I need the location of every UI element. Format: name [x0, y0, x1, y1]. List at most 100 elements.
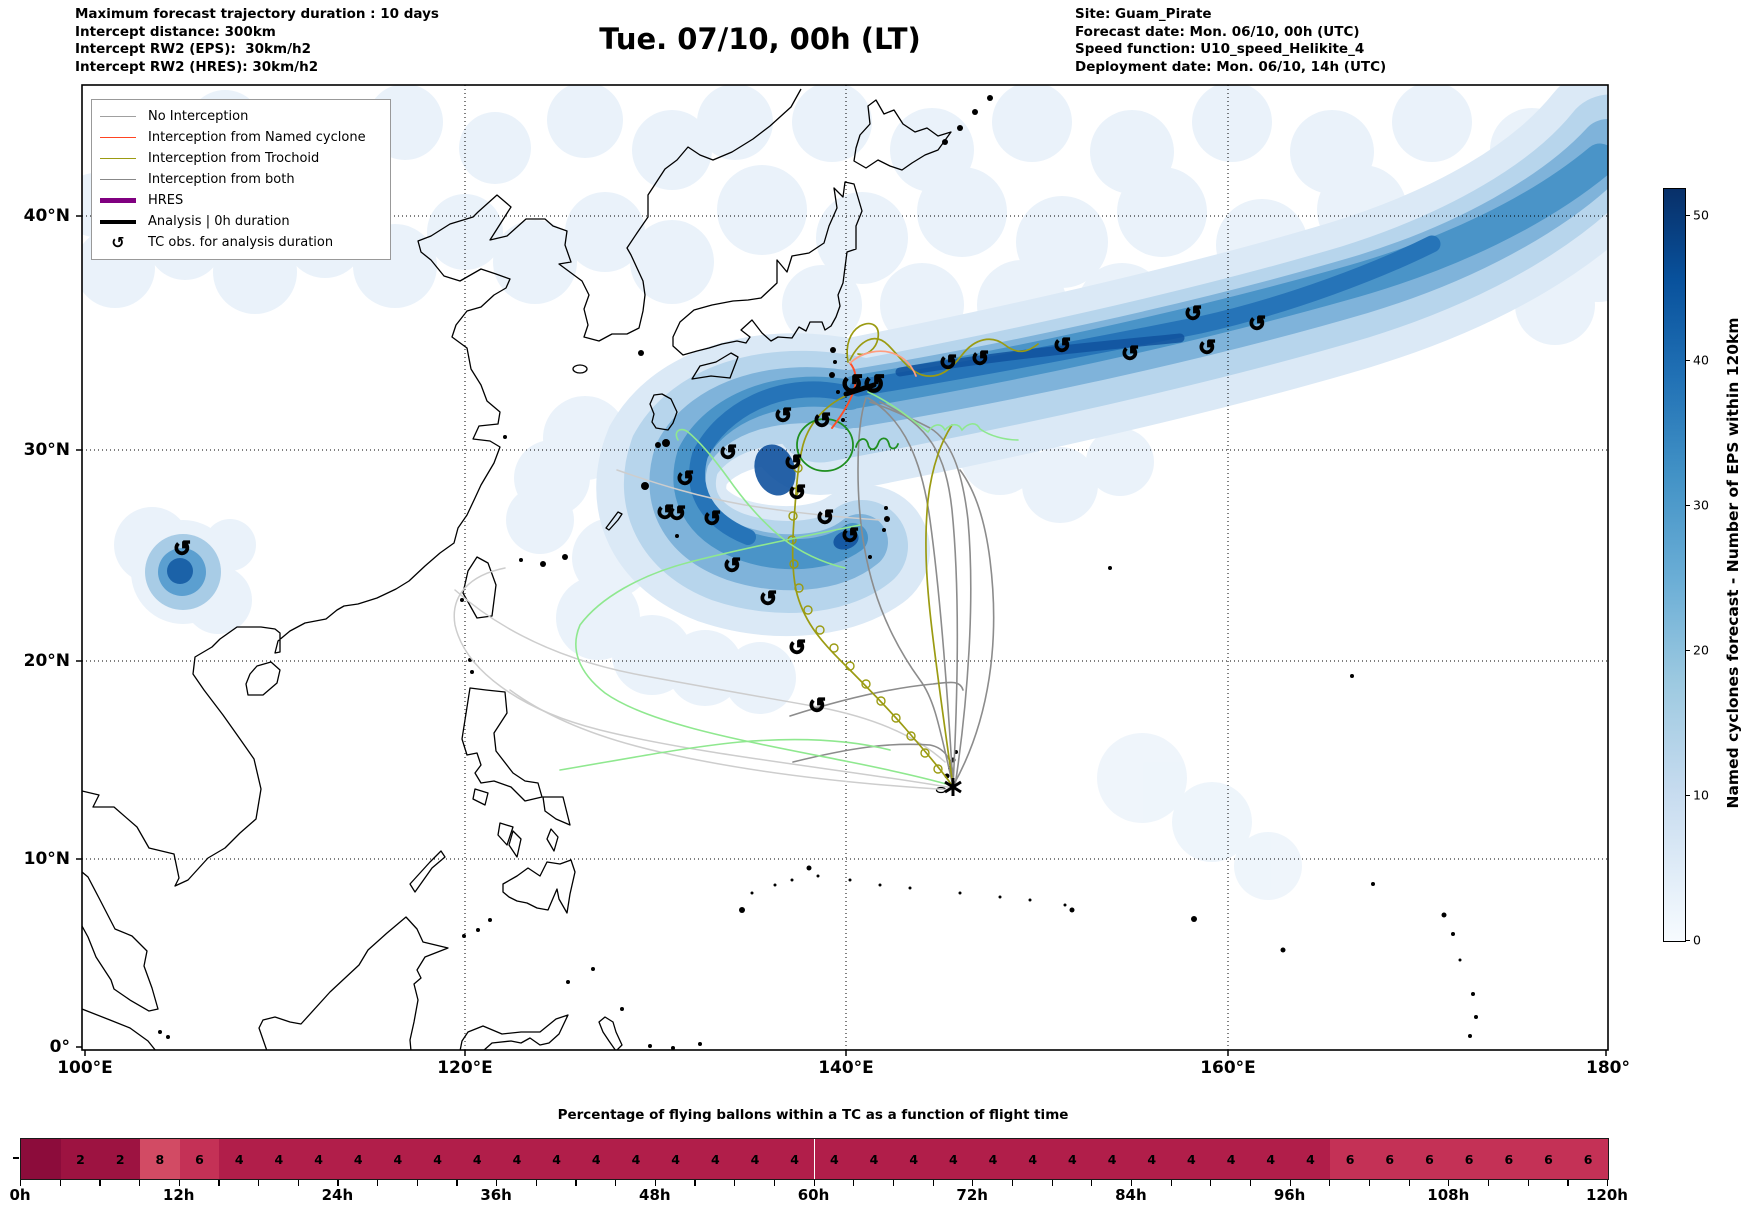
colorbar-tick	[1685, 504, 1690, 506]
tc-obs-marker: ↺	[676, 467, 694, 491]
timebar-tick	[178, 1180, 180, 1186]
timebar-hour-label: 108h	[1427, 1186, 1470, 1204]
timebar-tick	[972, 1180, 974, 1186]
trajectories-both	[559, 391, 1019, 786]
y-axis-tick-label: 0°	[49, 1037, 70, 1057]
x-axis-tick-label: 140°E	[818, 1058, 874, 1078]
timebar-cell: 4	[616, 1139, 656, 1179]
tc-obs-marker: ↺	[1184, 302, 1202, 326]
timebar-tick	[1329, 1180, 1331, 1186]
tc-obs-marker: ↺	[774, 404, 792, 428]
speed-function-line: Speed function: U10_speed_Helikite_4	[1075, 41, 1365, 57]
x-axis-tick-label: 180°	[1586, 1058, 1630, 1078]
timebar-tick	[258, 1180, 260, 1186]
timebar-cell: 2	[60, 1139, 101, 1179]
timebar-cell: 4	[933, 1139, 974, 1179]
timebar-cell: 4	[1092, 1139, 1132, 1179]
timebar-cell: 2	[100, 1139, 141, 1179]
timebar-tick	[1091, 1180, 1093, 1186]
timebar-tick	[297, 1180, 299, 1186]
timebar-hour-label: 60h	[797, 1186, 830, 1204]
colorbar-tick	[1685, 649, 1690, 651]
grid-lines	[82, 85, 1608, 1050]
timebar-tick	[1289, 1180, 1291, 1186]
timebar-tick	[99, 1180, 101, 1186]
timebar-hour-label: 12h	[162, 1186, 195, 1204]
colorbar-tick-value: 40	[1693, 352, 1709, 368]
tc-obs-marker: ↺	[668, 502, 686, 526]
legend-item-named-cyclone: Interception from Named cyclone	[100, 127, 382, 148]
timebar-title: Percentage of flying ballons within a TC…	[557, 1107, 1069, 1123]
olive-line-swatch	[100, 158, 136, 159]
timebar-cell: 4	[417, 1139, 458, 1179]
colorbar-tick	[1685, 939, 1690, 941]
header-left-block: Maximum forecast trajectory duration : 1…	[75, 6, 439, 76]
colorbar-tick	[1685, 359, 1690, 361]
timebar-cell: 4	[655, 1139, 696, 1179]
tc-obs-marker: ↺	[173, 537, 191, 561]
timebar-tick	[1170, 1180, 1172, 1186]
timebar-cell: 4	[536, 1139, 577, 1179]
orange-line-swatch	[100, 137, 136, 138]
colorbar-tick-value: 30	[1693, 497, 1709, 513]
timebar-tick	[1249, 1180, 1252, 1186]
timebar-tick	[59, 1180, 61, 1186]
timebar-cell: 4	[298, 1139, 339, 1179]
timebar-cell: 4	[854, 1139, 894, 1179]
timebar-cell: 4	[338, 1139, 379, 1179]
timebar-tick	[1527, 1180, 1529, 1186]
deployment-star-marker	[944, 778, 962, 796]
eps-density-field	[82, 85, 1608, 900]
y-axis-tick-label: 10°N	[23, 849, 70, 869]
intercept-rw2-hres-line: Intercept RW2 (HRES): 30km/h2	[75, 58, 319, 75]
timebar-cell: 4	[814, 1139, 855, 1179]
tc-obs-marker: ↺	[723, 554, 741, 578]
colorbar-label: Named cyclones forecast - Number of EPS …	[1724, 317, 1742, 809]
timebar-cell: 4	[1171, 1139, 1212, 1179]
timebar-cell: 4	[259, 1139, 299, 1179]
timebar-hour-label: 36h	[480, 1186, 512, 1204]
legend-item-no-interception: No Interception	[100, 106, 382, 127]
map-frame	[81, 84, 1609, 1051]
timebar-cell: 6	[1330, 1139, 1370, 1179]
timebar-cell: 6	[1449, 1139, 1489, 1179]
timebar-tick	[496, 1180, 498, 1186]
timebar-tick	[654, 1180, 656, 1186]
cyclone-icon: ↺	[111, 233, 125, 252]
timebar-tick	[139, 1180, 141, 1186]
y-axis-tick-label: 40°N	[23, 206, 70, 226]
timebar-hour-label: 48h	[639, 1186, 671, 1204]
black-line-swatch	[100, 219, 136, 224]
timebar-tick	[615, 1180, 617, 1186]
legend-item-both: Interception from both	[100, 169, 382, 190]
max-duration-line: Maximum forecast trajectory duration : 1…	[75, 6, 439, 22]
y-axis-tick-label: 30°N	[23, 440, 70, 460]
deployment-date-line: Deployment date: Mon. 06/10, 14h (UTC)	[1075, 58, 1387, 75]
timebar-tick	[932, 1180, 934, 1186]
tc-obs-marker: ↺	[816, 506, 834, 530]
timebar-tick	[218, 1180, 220, 1186]
timebar-tick	[1368, 1180, 1371, 1186]
legend: No Interception Interception from Named …	[91, 99, 391, 260]
legend-item-trochoid: Interception from Trochoid	[100, 148, 382, 169]
timebar-tick	[575, 1180, 577, 1186]
timebar-tick	[813, 1180, 815, 1186]
timebar-cell: 4	[1250, 1139, 1291, 1179]
timebar-cell: 4	[576, 1139, 617, 1179]
timebar-cell: 4	[1012, 1139, 1053, 1179]
legend-item-tc-obs: ↺ TC obs. for analysis duration	[100, 232, 382, 253]
timebar-y-tick	[13, 1157, 19, 1159]
timebar-hour-label: 24h	[321, 1186, 354, 1204]
tc-analysis-marker: ↺	[863, 370, 886, 401]
timebar-hour-label: 0h	[9, 1186, 31, 1204]
trajectories-no-interception-faint	[453, 469, 954, 791]
tc-obs-marker: ↺	[971, 347, 989, 371]
timebar-cell: 4	[893, 1139, 934, 1179]
timebar-tick	[1210, 1180, 1212, 1186]
colorbar-tick	[1685, 794, 1690, 796]
tc-obs-marker: ↺	[841, 524, 859, 548]
tc-obs-marker: ↺	[813, 409, 831, 433]
x-axis-tick-label: 120°E	[437, 1058, 493, 1078]
